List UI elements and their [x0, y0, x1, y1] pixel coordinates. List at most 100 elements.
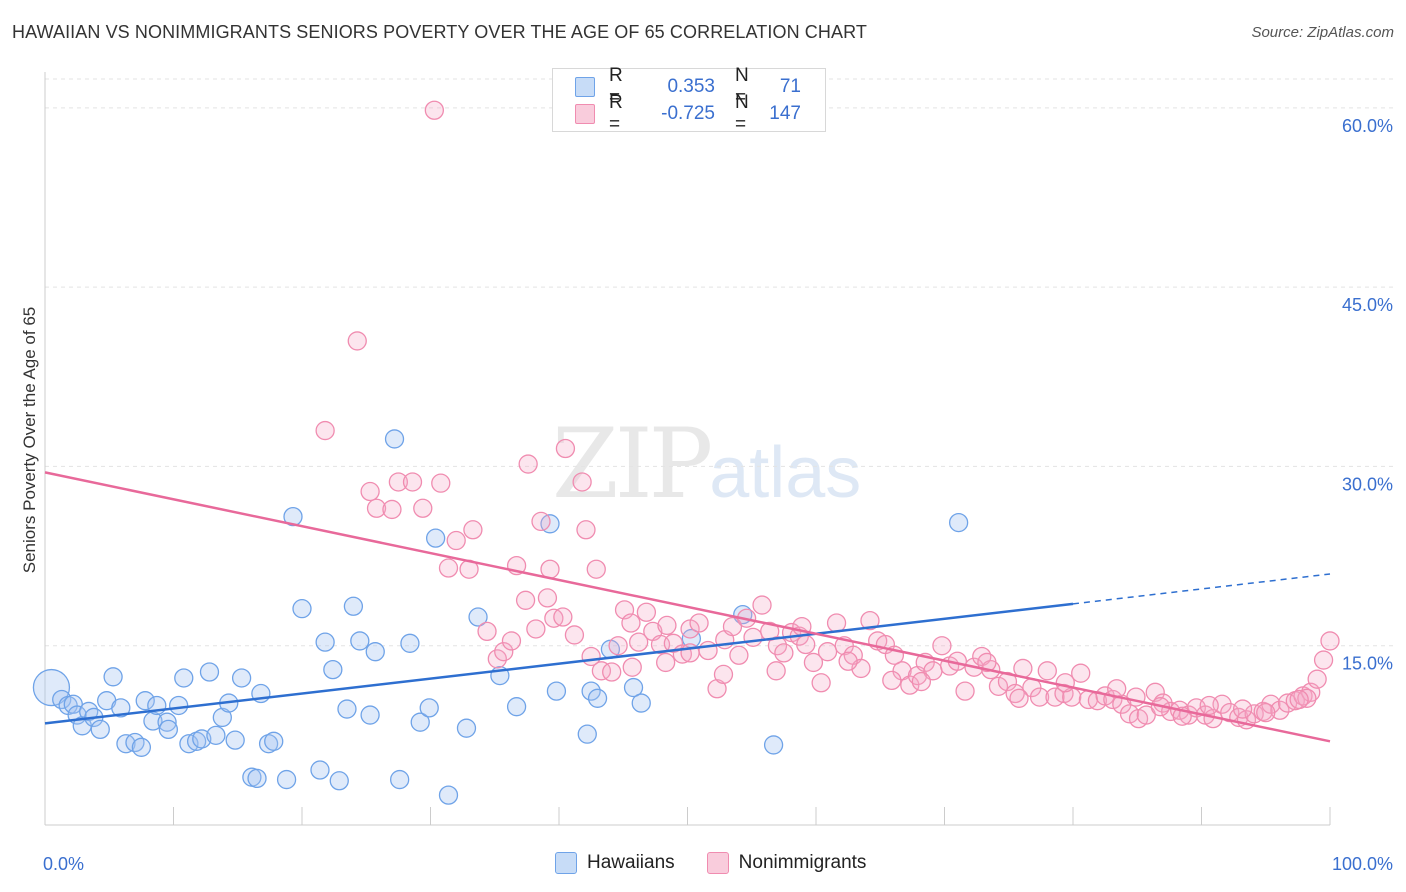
- hawaiians-point: [337, 699, 357, 719]
- nonimmigrants-point: [796, 634, 816, 655]
- nonimmigrants-point: [972, 646, 992, 667]
- legend-n-value: 147: [769, 103, 801, 124]
- chart-title: HAWAIIAN VS NONIMMIGRANTS SENIORS POVERT…: [12, 22, 867, 42]
- hawaiians-point: [623, 677, 644, 698]
- hawaiians-point: [315, 632, 335, 652]
- stats-legend: R = 0.353 N = 71 R = -0.725 N = 147: [552, 65, 826, 135]
- y-tick-label: 15.0%: [1342, 654, 1393, 674]
- nonimmigrants-point: [446, 530, 466, 551]
- nonimmigrants-point: [463, 520, 483, 540]
- hawaiians-point: [192, 729, 212, 749]
- bottom-legend-hawaiians: Hawaiians: [555, 852, 675, 874]
- legend-r-value: -0.725: [661, 103, 715, 124]
- bottom-legend-label: Hawaiians: [587, 852, 675, 873]
- x-tick-label: 100.0%: [1332, 854, 1393, 874]
- hawaiians-point: [456, 718, 477, 738]
- y-tick-label: 45.0%: [1342, 295, 1393, 315]
- y-tick-label: 30.0%: [1342, 474, 1393, 494]
- hawaiians-point: [174, 668, 194, 688]
- nonimmigrants-point: [656, 652, 676, 673]
- nonimmigrants-point: [1297, 688, 1317, 708]
- nonimmigrants-point: [553, 607, 573, 627]
- hawaiians-point: [264, 731, 284, 751]
- hawaiians-point: [400, 633, 420, 653]
- nonimmigrants-point: [564, 625, 585, 645]
- hawaiians-swatch: [555, 852, 577, 874]
- nonimmigrants-point: [531, 511, 551, 532]
- nonimmigrants-point: [838, 651, 858, 671]
- nonimmigrants-point: [629, 632, 649, 652]
- hawaiians-point: [103, 667, 123, 687]
- nonimmigrants-point: [882, 670, 902, 691]
- nonimmigrants-point: [1145, 682, 1165, 702]
- nonimmigrants-point: [988, 676, 1009, 697]
- hawaiians-point: [468, 607, 488, 627]
- legend-n-value: 71: [779, 76, 801, 97]
- nonimmigrants-point: [811, 673, 831, 693]
- hawaiians-point: [587, 688, 608, 708]
- nonimmigrants-point: [743, 627, 763, 647]
- nonimmigrants-point: [1136, 705, 1156, 725]
- grid-lines: [45, 78, 1395, 647]
- nonimmigrants-point: [722, 616, 743, 637]
- legend-n-label: N =: [735, 65, 749, 108]
- hawaiians-point: [168, 695, 189, 716]
- nonimmigrants-point: [347, 331, 367, 351]
- x-tick-label: 0.0%: [43, 854, 84, 874]
- hawaiians-point: [419, 698, 439, 718]
- hawaiians-point: [438, 785, 459, 805]
- tick-labels: 15.0% 30.0% 45.0% 60.0% 0.0% 100.0%: [43, 116, 1393, 874]
- nonimmigrants-point: [1313, 650, 1334, 670]
- hawaiians-trendline-extension: [1072, 573, 1331, 605]
- hawaiians-point: [343, 596, 364, 616]
- nonimmigrants-point: [1289, 689, 1309, 710]
- nonimmigrants-point: [1307, 669, 1327, 689]
- nonimmigrants-point: [860, 610, 880, 631]
- nonimmigrants-point: [1071, 663, 1091, 683]
- nonimmigrants-point: [621, 613, 641, 633]
- nonimmigrants-point: [817, 642, 838, 662]
- hawaiians-point: [350, 631, 370, 651]
- nonimmigrants-point: [1232, 699, 1253, 719]
- nonimmigrants-point: [766, 661, 786, 681]
- nonimmigrants-point: [413, 498, 433, 518]
- nonimmigrants-point: [366, 498, 387, 518]
- hawaiians-point: [390, 769, 410, 790]
- bottom-legend-nonimmigrants: Nonimmigrants: [706, 852, 866, 874]
- nonimmigrants-point: [388, 472, 409, 492]
- nonimmigrants-point: [1270, 700, 1290, 720]
- hawaiians-point: [763, 735, 784, 755]
- nonimmigrants-point: [977, 652, 997, 673]
- nonimmigrants-point: [576, 520, 596, 540]
- nonimmigrants-point: [586, 559, 606, 579]
- hawaiians-point: [292, 599, 312, 619]
- nonimmigrants-point: [826, 613, 847, 633]
- nonimmigrants-point: [752, 595, 772, 615]
- axes: [44, 72, 1331, 826]
- nonimmigrants-point: [608, 636, 628, 656]
- nonimmigrants-swatch: [575, 104, 595, 124]
- nonimmigrants-point: [501, 631, 522, 651]
- nonimmigrants-point: [591, 661, 612, 681]
- legend-row-hawaiians: R = 0.353 N = 71: [575, 65, 801, 108]
- legend-r-label: R =: [609, 65, 623, 108]
- hawaiians-point: [199, 662, 220, 682]
- hawaiians-point: [310, 760, 330, 780]
- hawaiians-point: [247, 768, 267, 789]
- nonimmigrants-point: [1037, 661, 1057, 681]
- nonimmigrants-point: [729, 645, 749, 665]
- hawaiians-point: [410, 712, 430, 732]
- nonimmigrants-point: [636, 602, 657, 622]
- hawaiians-point: [283, 506, 303, 527]
- nonimmigrants-point: [911, 671, 932, 692]
- hawaiians-trendline: [44, 602, 1074, 725]
- nonimmigrants-point: [1029, 687, 1050, 707]
- y-tick-label: 60.0%: [1342, 116, 1393, 136]
- hawaiians-point: [131, 737, 152, 757]
- nonimmigrants-point: [622, 657, 642, 677]
- hawaiians-point: [384, 429, 405, 449]
- nonimmigrants-point: [515, 590, 536, 610]
- legend-r-value: 0.353: [667, 76, 715, 97]
- nonimmigrants-trendline: [44, 471, 1331, 743]
